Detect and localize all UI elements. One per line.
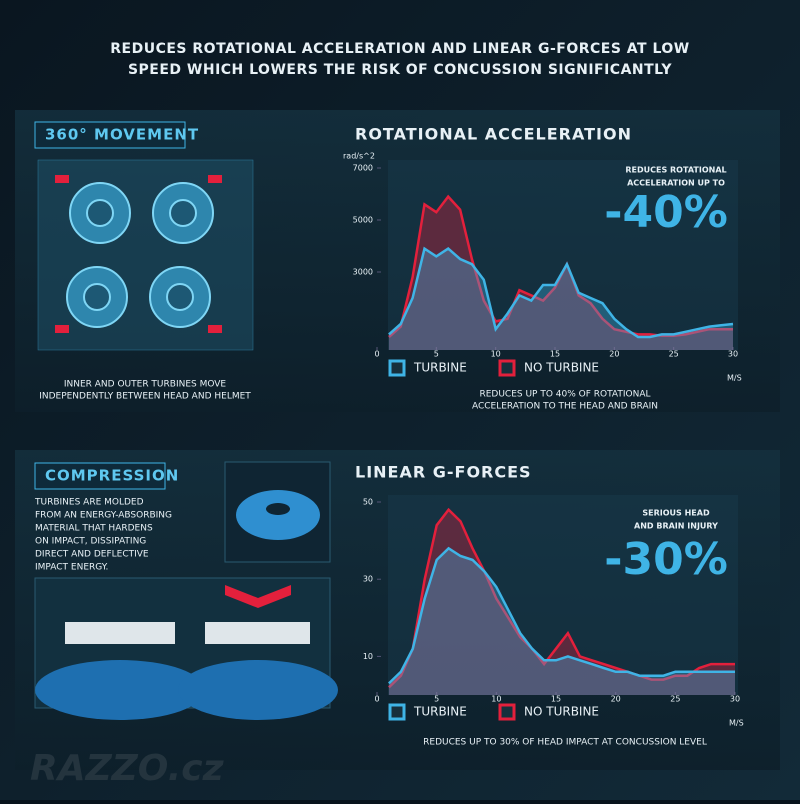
x-tick-label: 10 [491, 350, 501, 359]
series-area [388, 248, 733, 350]
x-tick-label: 20 [609, 350, 619, 359]
title-box [34, 121, 186, 149]
annotation: REDUCES ROTATIONAL [625, 166, 726, 175]
plot-bg [388, 495, 738, 695]
watermark: RAZZO.cz [30, 748, 225, 789]
chart-title: ROTATIONAL ACCELERATION [355, 125, 632, 144]
x-tick-label: 25 [669, 350, 679, 359]
annotation: AND BRAIN INJURY [634, 522, 718, 531]
legend-swatch [388, 703, 406, 721]
annotation: ACCELERATION UP TO [627, 179, 725, 188]
x-tick-label: 15 [550, 350, 560, 359]
caption: INNER AND OUTER TURBINES MOVE [64, 380, 227, 390]
x-tick-label: 30 [728, 350, 738, 359]
highlight: -40% [604, 187, 728, 238]
text-line: MATERIAL THAT HARDENS [35, 524, 153, 534]
chart-title: LINEAR G-FORCES [355, 463, 532, 482]
x-tick-label: 5 [434, 695, 439, 704]
y-tick-label: 10 [363, 652, 373, 661]
legend-label: TURBINE [413, 361, 467, 375]
x-tick-label: 5 [434, 350, 439, 359]
legend-label: TURBINE [413, 705, 467, 719]
panel-title: COMPRESSION [45, 467, 179, 485]
x-tick-label: 30 [730, 695, 740, 704]
caption: INDEPENDENTLY BETWEEN HEAD AND HELMET [39, 392, 251, 402]
text-line: IMPACT ENERGY. [35, 563, 108, 573]
series-line [388, 546, 735, 685]
impact-arrow [225, 585, 291, 608]
x-tick-label: 15 [551, 695, 561, 704]
y-tick-label: 30 [363, 575, 373, 584]
panel-title: 360° MOVEMENT [45, 126, 199, 144]
text-line: DIRECT AND DEFLECTIVE [35, 550, 149, 560]
highlight: -30% [604, 534, 728, 585]
legend-label: NO TURBINE [524, 361, 599, 375]
layer [205, 622, 310, 644]
turbine-photo-hole [266, 503, 290, 515]
legend-swatch [388, 359, 406, 377]
arrows [55, 175, 222, 333]
y-tick-label: 50 [363, 498, 373, 507]
text-line: ON IMPACT, DISSIPATING [35, 537, 146, 547]
legend-swatch [498, 703, 516, 721]
series-line [388, 507, 735, 689]
series-area [388, 196, 733, 350]
x-tick-label: 20 [611, 695, 621, 704]
x-axis-label: M/S [727, 374, 742, 383]
y-tick-label: 5000 [353, 216, 373, 225]
annotation: SERIOUS HEAD [642, 509, 710, 518]
caption: REDUCES UP TO 30% OF HEAD IMPACT AT CONC… [423, 738, 707, 748]
series-line [388, 246, 734, 339]
x-tick-label: 0 [374, 695, 379, 704]
series-area [388, 548, 735, 695]
legend-label: NO TURBINE [524, 705, 599, 719]
caption: ACCELERATION TO THE HEAD AND BRAIN [472, 402, 658, 412]
x-tick-label: 10 [491, 695, 501, 704]
x-axis-label: M/S [729, 719, 744, 728]
turbine-icons [66, 182, 214, 328]
compression-text: TURBINES ARE MOLDED FROM AN ENERGY-ABSOR… [34, 498, 172, 573]
x-tick-label: 0 [374, 350, 379, 359]
x-tick-label: 25 [670, 695, 680, 704]
legend-swatch [498, 359, 516, 377]
caption: REDUCES UP TO 40% OF ROTATIONAL [479, 390, 650, 400]
head [35, 660, 205, 720]
text-line: TURBINES ARE MOLDED [34, 498, 144, 508]
y-axis-label: rad/s^2 [343, 152, 375, 161]
header-line: SPEED WHICH LOWERS THE RISK OF CONCUSSIO… [128, 62, 672, 78]
y-tick-label: 7000 [353, 164, 373, 173]
head [178, 660, 338, 720]
header-line: REDUCES ROTATIONAL ACCELERATION AND LINE… [110, 41, 689, 57]
layer [65, 622, 175, 644]
plot-bg [388, 160, 738, 350]
turbine-box [37, 159, 254, 351]
y-tick-label: 3000 [353, 268, 373, 277]
text-line: FROM AN ENERGY-ABSORBING [35, 511, 172, 521]
title-box [34, 462, 166, 490]
